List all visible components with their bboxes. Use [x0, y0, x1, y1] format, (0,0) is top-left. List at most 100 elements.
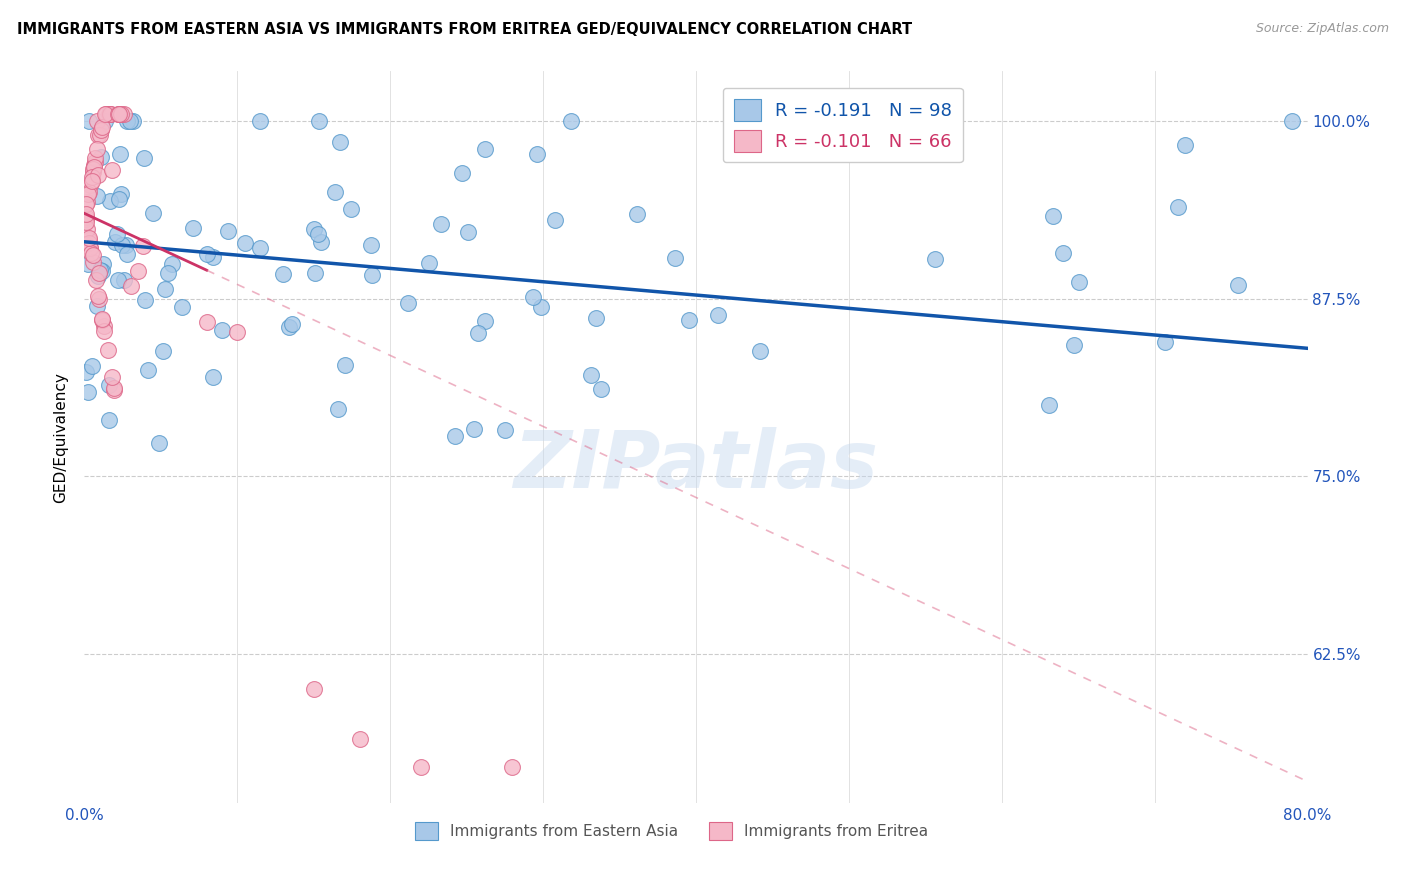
Point: [271, 268, 294, 282]
Point: [134, 293, 156, 308]
Point: [1052, 246, 1074, 260]
Point: [579, 368, 602, 383]
Point: [98, 107, 121, 121]
Point: [1281, 114, 1303, 128]
Point: [450, 166, 472, 180]
Point: [329, 135, 352, 149]
Point: [304, 222, 326, 236]
Point: [302, 682, 325, 697]
Point: [308, 114, 330, 128]
Point: [83, 158, 105, 172]
Point: [142, 206, 165, 220]
Y-axis label: GED/Equivalency: GED/Equivalency: [53, 372, 69, 502]
Point: [307, 227, 329, 241]
Point: [75, 211, 97, 226]
Point: [585, 310, 607, 325]
Point: [79, 241, 101, 255]
Point: [249, 241, 271, 255]
Point: [75, 210, 97, 224]
Point: [430, 218, 453, 232]
Point: [90, 123, 112, 137]
Point: [328, 402, 350, 417]
Point: [132, 239, 155, 253]
Point: [77, 185, 100, 199]
Point: [105, 227, 128, 241]
Point: [79, 178, 101, 192]
Point: [86, 188, 108, 202]
Point: [156, 266, 179, 280]
Point: [86, 299, 108, 313]
Point: [80, 246, 103, 260]
Point: [201, 250, 224, 264]
Point: [311, 235, 333, 250]
Point: [1174, 138, 1197, 153]
Point: [77, 231, 100, 245]
Point: [82, 255, 104, 269]
Point: [82, 165, 104, 179]
Point: [101, 369, 124, 384]
Point: [120, 279, 142, 293]
Point: [748, 343, 770, 358]
Point: [924, 252, 946, 266]
Point: [93, 319, 115, 334]
Point: [83, 160, 105, 174]
Point: [152, 344, 174, 359]
Point: [418, 256, 440, 270]
Point: [87, 289, 110, 303]
Point: [114, 238, 136, 252]
Point: [108, 192, 131, 206]
Point: [110, 186, 132, 201]
Point: [87, 268, 110, 283]
Point: [522, 290, 544, 304]
Point: [80, 359, 103, 373]
Point: [75, 207, 97, 221]
Point: [211, 323, 233, 337]
Point: [678, 313, 700, 327]
Point: [84, 151, 107, 165]
Point: [91, 257, 114, 271]
Point: [79, 236, 101, 251]
Point: [467, 326, 489, 341]
Point: [1067, 275, 1090, 289]
Point: [90, 149, 112, 163]
Point: [304, 266, 326, 280]
Point: [361, 268, 384, 282]
Text: IMMIGRANTS FROM EASTERN ASIA VS IMMIGRANTS FROM ERITREA GED/EQUIVALENCY CORRELAT: IMMIGRANTS FROM EASTERN ASIA VS IMMIGRAN…: [17, 22, 912, 37]
Point: [349, 731, 371, 746]
Point: [75, 215, 97, 229]
Point: [76, 222, 98, 236]
Point: [77, 186, 100, 201]
Point: [80, 170, 103, 185]
Point: [226, 325, 249, 339]
Point: [91, 312, 114, 326]
Point: [75, 365, 97, 379]
Point: [83, 155, 105, 169]
Point: [110, 146, 132, 161]
Point: [87, 266, 110, 280]
Point: [87, 168, 110, 182]
Point: [110, 107, 132, 121]
Point: [183, 221, 205, 235]
Point: [277, 319, 299, 334]
Point: [409, 760, 432, 774]
Point: [84, 273, 107, 287]
Point: [122, 114, 145, 128]
Point: [76, 194, 98, 209]
Point: [335, 358, 357, 372]
Point: [86, 142, 108, 156]
Point: [90, 264, 112, 278]
Point: [100, 107, 122, 121]
Point: [463, 422, 485, 436]
Point: [101, 163, 124, 178]
Point: [98, 107, 121, 121]
Point: [96, 343, 118, 357]
Point: [217, 224, 239, 238]
Point: [103, 384, 125, 398]
Point: [195, 315, 218, 329]
Point: [560, 114, 582, 128]
Point: [103, 381, 125, 395]
Point: [707, 308, 730, 322]
Point: [91, 312, 114, 326]
Point: [117, 247, 139, 261]
Point: [132, 151, 155, 165]
